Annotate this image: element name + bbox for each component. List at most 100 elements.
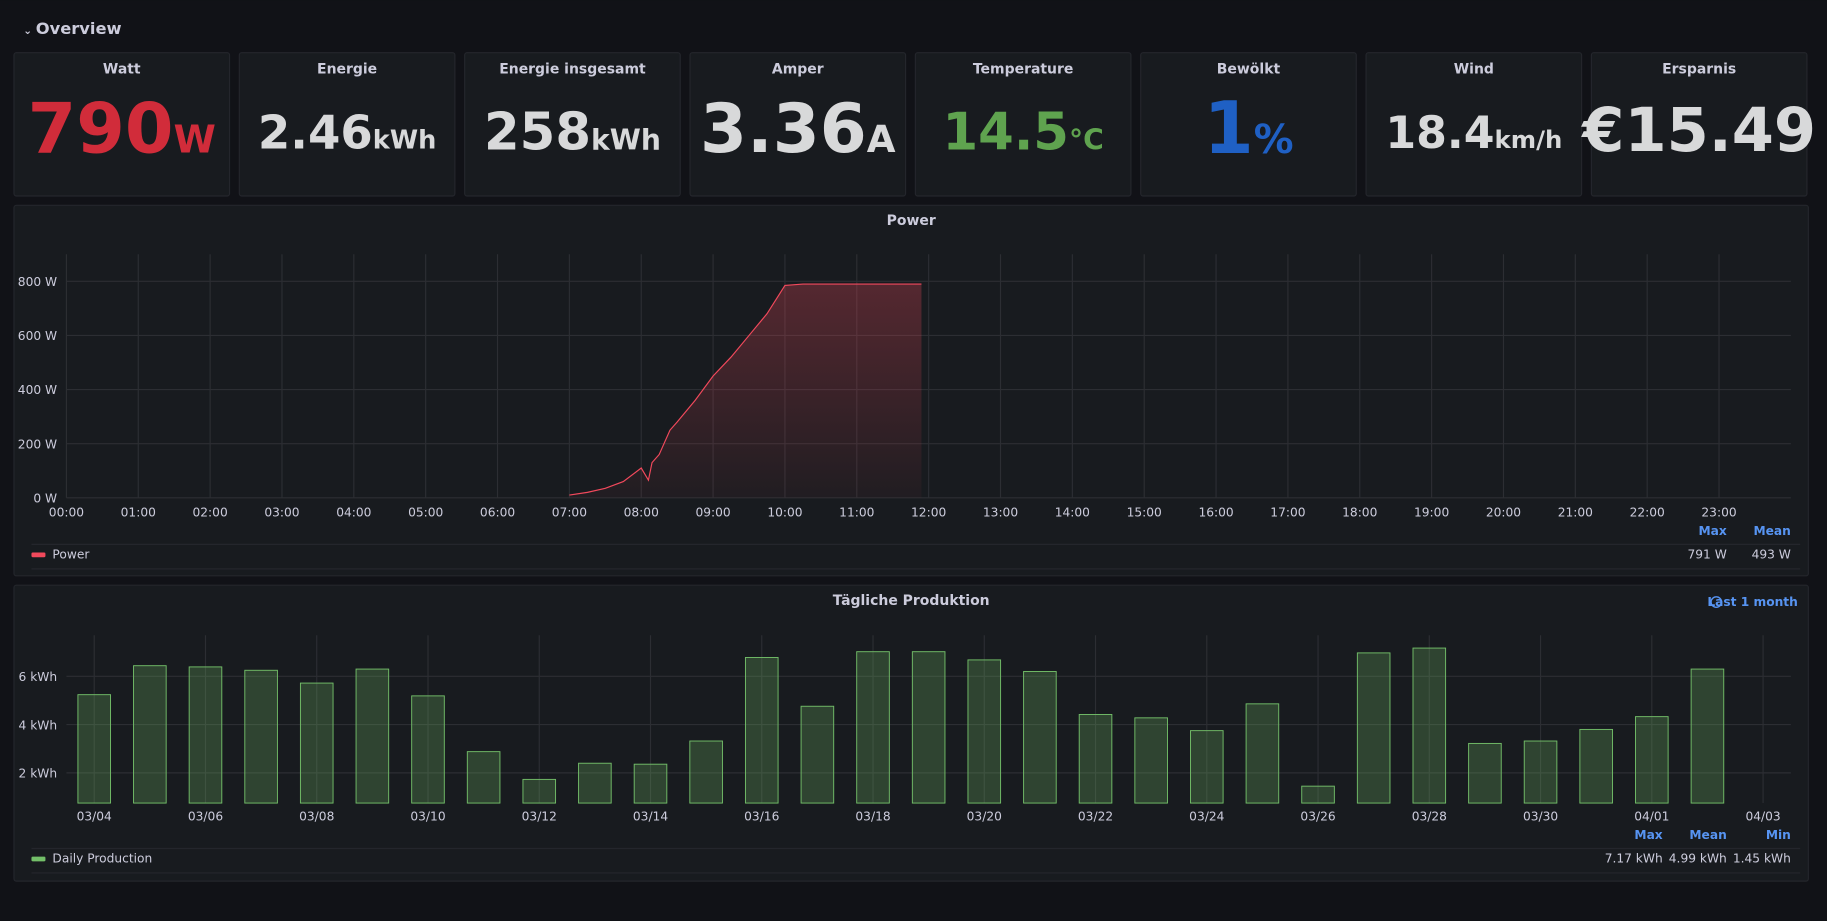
stat-title: Wind <box>1454 62 1494 78</box>
stat-panel <box>238 52 456 197</box>
stat-panel <box>1590 52 1808 197</box>
bar <box>1635 716 1669 804</box>
legend-column-header: Mean <box>1753 524 1790 538</box>
y-tick-label: 6 kWh <box>19 670 58 684</box>
stat-panel <box>914 52 1132 197</box>
bar <box>578 762 612 804</box>
x-tick-label: 13:00 <box>983 505 1018 519</box>
legend-swatch <box>31 552 46 558</box>
row-title-text: Overview <box>36 19 122 38</box>
bar <box>633 763 668 804</box>
stat-number: 18.4 <box>1385 108 1494 159</box>
stat-title: Amper <box>772 62 824 78</box>
bar <box>1245 703 1280 804</box>
x-tick-label: 02:00 <box>193 505 228 519</box>
stat-unit: km/h <box>1495 125 1563 154</box>
x-tick-label: 03/10 <box>410 810 445 824</box>
x-tick-label: 03/04 <box>77 810 112 824</box>
x-tick-label: 04/03 <box>1745 810 1780 824</box>
stat-panel <box>464 52 681 197</box>
area-fill <box>569 284 922 498</box>
stat-value: 3.36A <box>700 89 896 168</box>
bar <box>411 695 445 804</box>
x-tick-label: 04/01 <box>1634 810 1669 824</box>
stat-number: 258 <box>484 102 591 162</box>
stat-unit: kWh <box>591 123 661 156</box>
x-tick-label: 12:00 <box>911 505 946 519</box>
stat-value: 18.4km/h <box>1385 108 1562 159</box>
x-tick-label: 03/12 <box>522 810 557 824</box>
stat-value: €15.49 <box>1580 96 1816 166</box>
bar <box>856 651 890 804</box>
x-tick-label: 05:00 <box>408 505 443 519</box>
x-tick-label: 03/24 <box>1189 810 1224 824</box>
x-tick-label: 03/06 <box>188 810 223 824</box>
stat-panel <box>13 52 231 197</box>
x-tick-label: 18:00 <box>1342 505 1377 519</box>
y-tick-label: 0 W <box>33 491 57 505</box>
stat-number: 2.46 <box>258 105 373 159</box>
stat-value: 258kWh <box>484 102 661 162</box>
x-tick-label: 14:00 <box>1055 505 1090 519</box>
panel-title: Power <box>887 213 936 229</box>
legend-column-header: Max <box>1698 524 1726 538</box>
production-panel <box>13 584 1809 882</box>
stat-number: 15.49 <box>1624 96 1816 166</box>
bar <box>967 659 1002 804</box>
row-title[interactable]: ⌄ Overview <box>23 19 121 38</box>
bar <box>1690 668 1725 804</box>
x-tick-label: 03/30 <box>1523 810 1558 824</box>
stat-value: 790W <box>28 89 216 170</box>
x-tick-label: 03/28 <box>1412 810 1447 824</box>
stat-unit: A <box>867 118 896 161</box>
x-tick-label: 06:00 <box>480 505 515 519</box>
x-tick-label: 03/18 <box>855 810 890 824</box>
panel-title: Tägliche Produktion <box>833 593 990 609</box>
legend-column-header: Mean <box>1689 828 1726 842</box>
bar <box>1190 730 1224 804</box>
stat-title: Watt <box>103 62 141 78</box>
stat-title: Bewölkt <box>1217 62 1281 78</box>
bar <box>1301 785 1335 804</box>
bar <box>77 694 112 804</box>
x-tick-label: 20:00 <box>1486 505 1521 519</box>
bar <box>466 751 501 804</box>
bar <box>1356 652 1391 804</box>
y-tick-label: 600 W <box>18 329 57 343</box>
bar <box>299 682 334 804</box>
x-tick-label: 07:00 <box>552 505 587 519</box>
bar <box>522 778 557 804</box>
bar <box>800 705 835 804</box>
stat-number: 790 <box>28 89 174 170</box>
stat-number: 1 <box>1203 87 1253 171</box>
bar <box>1134 717 1168 804</box>
bar <box>244 669 278 804</box>
x-tick-label: 01:00 <box>121 505 156 519</box>
stat-unit: kWh <box>373 125 437 155</box>
x-tick-label: 19:00 <box>1414 505 1449 519</box>
x-tick-label: 22:00 <box>1630 505 1665 519</box>
y-tick-label: 2 kWh <box>19 767 58 781</box>
stat-value: 14.5°C <box>943 102 1104 162</box>
stat-number: 3.36 <box>700 89 867 168</box>
x-tick-label: 17:00 <box>1270 505 1305 519</box>
stat-unit: % <box>1254 117 1294 163</box>
bar <box>689 740 723 804</box>
stat-panel <box>1140 52 1357 197</box>
legend-value: 493 W <box>1752 547 1791 561</box>
bar <box>744 657 779 804</box>
x-tick-label: 03/14 <box>633 810 668 824</box>
bar <box>1023 671 1057 804</box>
y-tick-label: 4 kWh <box>19 718 58 732</box>
time-range[interactable]: Last 1 month <box>1707 595 1798 609</box>
x-tick-label: 03/16 <box>744 810 779 824</box>
x-tick-label: 03/26 <box>1300 810 1335 824</box>
bar <box>1579 728 1613 804</box>
x-tick-label: 21:00 <box>1558 505 1593 519</box>
x-tick-label: 03:00 <box>264 505 299 519</box>
bar <box>355 668 390 804</box>
legend-column-header: Min <box>1766 828 1791 842</box>
legend-value: 1.45 kWh <box>1733 851 1791 865</box>
stat-number: 14.5 <box>943 102 1069 162</box>
